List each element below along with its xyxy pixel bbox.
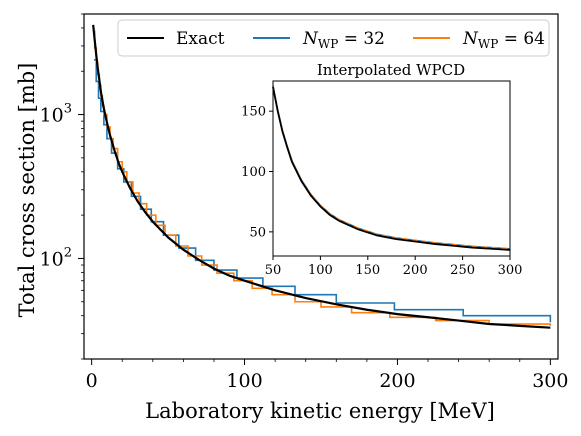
x-tick-label: 300	[532, 370, 568, 392]
x-tick-label: 100	[226, 370, 262, 392]
inset-background	[273, 81, 510, 256]
y-tick-label: 102	[40, 245, 72, 270]
inset-series-exact	[272, 86, 511, 251]
legend-nwp32-main: N	[302, 29, 319, 49]
inset-ticks-layer: 50 100 150 200 250 300 50 100 150	[241, 105, 522, 278]
inset-title: Interpolated WPCD	[317, 61, 465, 79]
legend-nwp64-main: N	[462, 29, 479, 49]
inset-x-tick-label: 50	[265, 263, 282, 278]
main-plot-frame	[83, 13, 559, 360]
inset-y-tick-label: 150	[241, 105, 266, 120]
inset-x-tick-label: 300	[498, 263, 523, 278]
legend-label-exact: Exact	[176, 29, 225, 49]
legend-nwp32-sub: WP	[318, 37, 338, 51]
inset-y-tick-label: 50	[249, 225, 266, 240]
x-axis-label: Laboratory kinetic energy [MeV]	[145, 399, 495, 423]
legend-nwp64-rest: = 64	[498, 29, 545, 49]
inset-x-tick-label: 100	[308, 263, 333, 278]
inset-series-layer	[272, 85, 511, 251]
legend: Exact NWP = 32 NWP = 64	[117, 19, 550, 57]
inset-x-tick-label: 250	[450, 263, 475, 278]
legend-nwp64-sub: WP	[478, 37, 498, 51]
main-series-exact	[92, 24, 551, 329]
inset-frame	[272, 80, 511, 257]
x-tick-label: 200	[379, 370, 415, 392]
main-plot: 0 100 200 300 102 103 Laboratory kinetic ener…	[15, 13, 568, 423]
main-series-layer	[92, 24, 552, 329]
legend-label-nwp64: NWP = 64	[462, 29, 545, 51]
inset-plot: 50 100 150 200 250 300 50 100 150 Interpolated W…	[241, 61, 522, 278]
y-axis-label: Total cross section [mb]	[15, 63, 39, 318]
main-ticks-layer: 0 100 200 300 102 103	[40, 13, 568, 392]
x-tick-label: 0	[86, 370, 98, 392]
inset-x-tick-label: 150	[355, 263, 380, 278]
legend-box	[117, 19, 550, 57]
inset-y-tick-label: 100	[241, 165, 266, 180]
legend-label-nwp32: NWP = 32	[302, 29, 385, 51]
main-series-n-wp-32	[93, 59, 552, 323]
inset-x-tick-label: 200	[403, 263, 428, 278]
legend-nwp32-rest: = 32	[338, 29, 385, 49]
y-tick-label: 103	[40, 102, 72, 127]
